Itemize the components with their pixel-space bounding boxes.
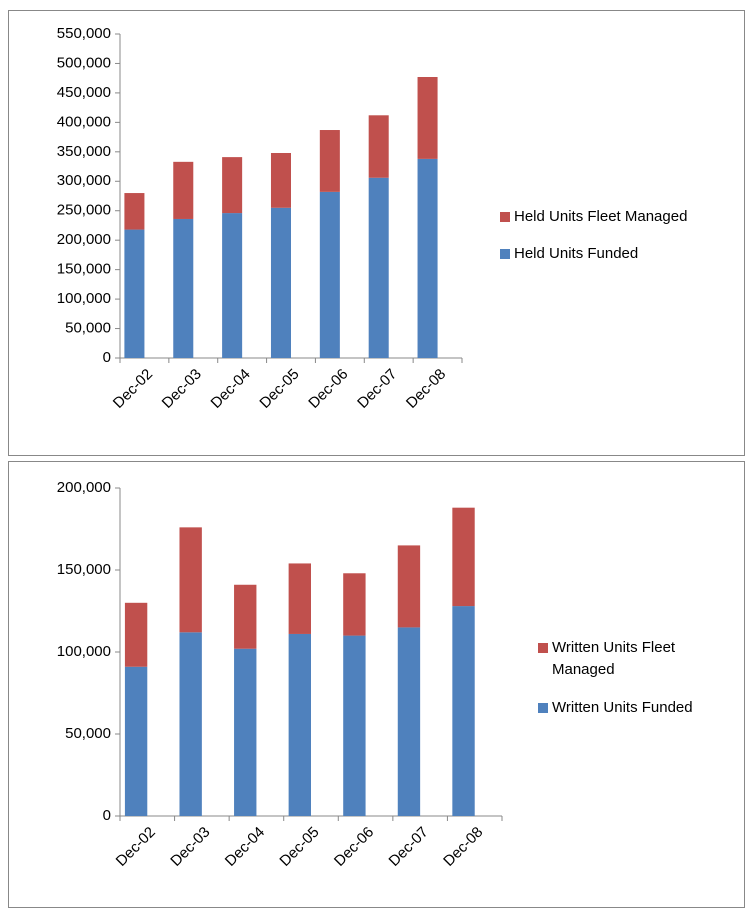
bar-segment: [124, 602, 148, 667]
x-tick-label: Dec-07: [386, 824, 432, 870]
x-tick-label: Dec-07: [354, 366, 400, 412]
x-tick-label: Dec-02: [113, 824, 159, 870]
y-tick-label: 100,000: [57, 290, 111, 307]
x-tick-label: Dec-04: [208, 366, 254, 412]
bar-segment: [179, 527, 202, 633]
y-tick-label: 450,000: [57, 84, 111, 101]
x-tick-label: Dec-02: [110, 366, 156, 412]
bar-segment: [319, 130, 340, 192]
y-tick-label: 500,000: [57, 54, 111, 71]
y-tick-label: 100,000: [57, 643, 111, 660]
bar-segment: [417, 158, 438, 358]
bar-segment: [179, 632, 202, 816]
legend-entry: Written Units Fleet Managed: [538, 637, 733, 681]
bar-segment: [397, 627, 421, 816]
bar-segment: [319, 191, 340, 358]
y-tick-label: 550,000: [57, 25, 111, 42]
y-tick-label: 200,000: [57, 231, 111, 248]
x-tick-label: Dec-03: [159, 366, 205, 412]
legend-swatch: [538, 703, 548, 713]
x-tick-label: Dec-06: [331, 824, 377, 870]
x-tick-label: Dec-05: [276, 824, 322, 870]
y-tick-label: 350,000: [57, 143, 111, 160]
bar-segment: [397, 545, 421, 628]
y-tick-label: 50,000: [65, 725, 111, 742]
x-tick-label: Dec-03: [167, 824, 213, 870]
bar-segment: [417, 77, 438, 159]
bar-segment: [343, 635, 366, 816]
bar-segment: [234, 584, 257, 649]
x-tick-label: Dec-04: [222, 824, 268, 870]
legend-label: Written Units Funded: [552, 699, 693, 716]
bar-segment: [343, 573, 366, 636]
legend-entry: Held Units Fleet Managed: [500, 206, 740, 228]
y-tick-label: 400,000: [57, 113, 111, 130]
x-tick-label: Dec-06: [305, 366, 351, 412]
legend-label: Held Units Funded: [514, 245, 639, 262]
legend-label: Written Units Fleet Managed: [552, 639, 676, 678]
bar-segment: [124, 193, 145, 230]
bar-segment: [124, 666, 148, 816]
legend-swatch: [538, 643, 548, 653]
bar-segment: [270, 207, 291, 358]
bar-segment: [288, 563, 311, 634]
y-tick-label: 0: [103, 349, 111, 366]
bar-segment: [222, 213, 243, 358]
x-tick-label: Dec-08: [440, 824, 486, 870]
bar-segment: [234, 648, 257, 816]
x-tick-label: Dec-05: [256, 366, 302, 412]
bar-segment: [222, 157, 243, 214]
bar-segment: [173, 161, 194, 219]
y-tick-label: 50,000: [65, 320, 111, 337]
x-tick-label: Dec-08: [403, 366, 449, 412]
y-tick-label: 300,000: [57, 172, 111, 189]
legend-label: Held Units Fleet Managed: [514, 208, 688, 225]
bar-segment: [452, 606, 475, 816]
y-tick-label: 200,000: [57, 479, 111, 496]
y-tick-label: 150,000: [57, 261, 111, 278]
bar-segment: [368, 177, 389, 358]
bar-segment: [270, 152, 291, 208]
bar-segment: [452, 507, 475, 607]
legend-entry: Written Units Funded: [538, 697, 733, 719]
bar-segment: [368, 115, 389, 178]
bar-segment: [124, 229, 145, 358]
bar-segment: [173, 218, 194, 358]
y-tick-label: 250,000: [57, 202, 111, 219]
y-tick-label: 150,000: [57, 561, 111, 578]
y-tick-label: 0: [103, 807, 111, 824]
legend-entry: Held Units Funded: [500, 243, 740, 265]
legend-swatch: [500, 212, 510, 222]
legend-swatch: [500, 249, 510, 259]
bar-segment: [288, 633, 311, 816]
